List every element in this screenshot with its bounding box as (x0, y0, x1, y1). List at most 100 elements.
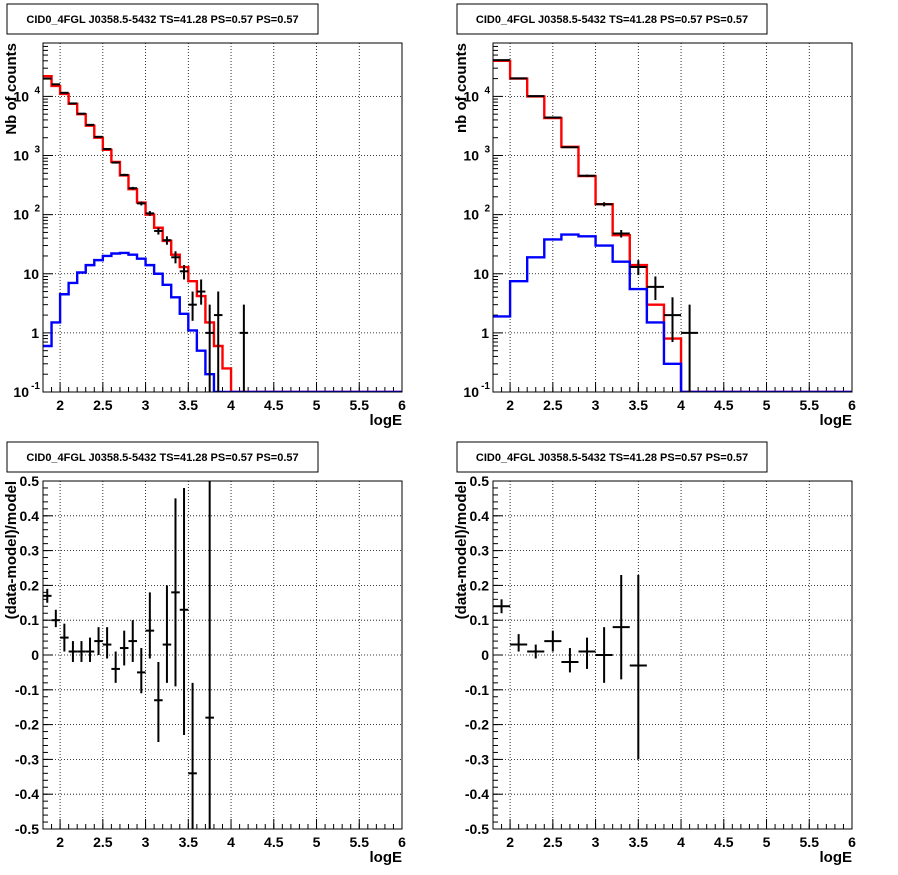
data-point (119, 173, 129, 177)
x-tick-label: 6 (848, 397, 856, 413)
data-point (510, 77, 528, 80)
data-point (85, 123, 95, 126)
data-layer (493, 574, 647, 760)
y-axis-label: (data-model)/model (453, 481, 470, 619)
x-axis-label: logE (820, 412, 853, 429)
y-tick-label: 0.4 (470, 508, 490, 524)
x-tick-label: 5 (763, 834, 771, 850)
y-tick-label: 10 (13, 384, 29, 400)
x-tick-label: 5 (313, 397, 321, 413)
y-tick-label: 1 (31, 325, 39, 341)
x-tick-label: 2.5 (93, 834, 113, 850)
y-tick-exponent: 4 (34, 85, 40, 96)
data-layer (43, 481, 214, 829)
title-box (456, 3, 768, 35)
x-tick-label: 6 (398, 397, 406, 413)
x-tick-label: 4.5 (264, 834, 284, 850)
y-tick-label: 10 (13, 88, 29, 104)
y-tick-label: -0.5 (465, 821, 489, 837)
y-tick-label: -0.5 (15, 821, 39, 837)
data-point (239, 304, 249, 392)
data-point (171, 498, 180, 687)
y-axis-label: Nb of counts (3, 43, 20, 135)
y-tick-label: -0.4 (15, 786, 39, 802)
data-point (510, 634, 528, 652)
x-tick-label: 5.5 (800, 397, 820, 413)
data-point (561, 146, 579, 149)
plot-border (42, 480, 403, 830)
data-point (119, 630, 129, 666)
data-point (595, 202, 613, 207)
y-tick-label: 0.2 (20, 577, 40, 593)
data-point (612, 574, 630, 680)
y-tick-label: 10 (463, 88, 479, 104)
chart-title: CID0_4FGL J0358.5-5432 TS=41.28 PS=0.57 … (476, 14, 748, 26)
data-point (162, 585, 172, 683)
y-tick-label: 10 (463, 148, 479, 164)
chart-title: CID0_4FGL J0358.5-5432 TS=41.28 PS=0.57 … (476, 452, 748, 464)
data-point (493, 599, 511, 614)
x-tick-label: 2 (506, 397, 514, 413)
plot-border (492, 480, 853, 830)
data-point (196, 279, 206, 305)
plot-border (42, 42, 403, 393)
y-tick-exponent: -1 (31, 381, 40, 392)
data-point (77, 112, 86, 115)
chart-title: CID0_4FGL J0358.5-5432 TS=41.28 PS=0.57 … (26, 452, 298, 464)
data-point (663, 297, 682, 343)
data-point (102, 627, 112, 659)
data-point (179, 265, 189, 280)
plot-frame (42, 42, 403, 393)
x-tick-label: 3 (592, 834, 600, 850)
y-tick-label: 0.3 (470, 543, 490, 559)
y-tick-label: -0.2 (15, 717, 39, 733)
data-point (527, 644, 545, 659)
y-tick-exponent: -1 (481, 381, 490, 392)
chart-title: CID0_4FGL J0358.5-5432 TS=41.28 PS=0.57 … (26, 14, 298, 26)
data-point (43, 588, 52, 603)
y-tick-exponent: 3 (484, 145, 490, 156)
y-tick-label: 0 (481, 647, 489, 663)
x-tick-label: 4 (227, 834, 235, 850)
x-tick-label: 2.5 (543, 834, 563, 850)
y-tick-label: 10 (13, 148, 29, 164)
data-point (68, 102, 78, 105)
y-tick-exponent: 2 (484, 204, 490, 215)
data-point (111, 651, 120, 683)
x-tick-label: 3.5 (179, 397, 199, 413)
y-tick-label: 0.4 (20, 508, 40, 524)
y-tick-exponent: 2 (34, 204, 40, 215)
x-tick-label: 4 (677, 834, 685, 850)
x-tick-label: 4.5 (714, 397, 734, 413)
x-tick-label: 2.5 (543, 397, 563, 413)
x-tick-label: 5 (763, 397, 771, 413)
series-blue-histogram (493, 233, 852, 392)
y-tick-label: 0.1 (20, 612, 40, 628)
x-tick-label: 3.5 (629, 397, 649, 413)
x-axis-label: logE (370, 412, 403, 429)
title-box (456, 441, 768, 473)
data-point (205, 481, 214, 829)
x-tick-label: 4 (677, 397, 685, 413)
data-point (137, 648, 146, 694)
x-tick-label: 3 (592, 397, 600, 413)
data-point (94, 135, 103, 138)
y-tick-label: 0.5 (20, 473, 40, 489)
data-point (60, 623, 69, 652)
data-layer (493, 59, 852, 392)
data-point (162, 236, 172, 245)
y-tick-label: 10 (13, 207, 29, 223)
series-blue-histogram (43, 251, 402, 392)
y-axis: -0.5 -0.4 -0.3 -0.2 -0.1 0 0.1 0.2 0.3 0.4 0.5(dat… (453, 473, 852, 837)
data-point (137, 201, 146, 206)
data-point (68, 641, 78, 662)
plot-frame (42, 480, 403, 830)
data-point (493, 59, 511, 62)
data-point (85, 637, 95, 662)
